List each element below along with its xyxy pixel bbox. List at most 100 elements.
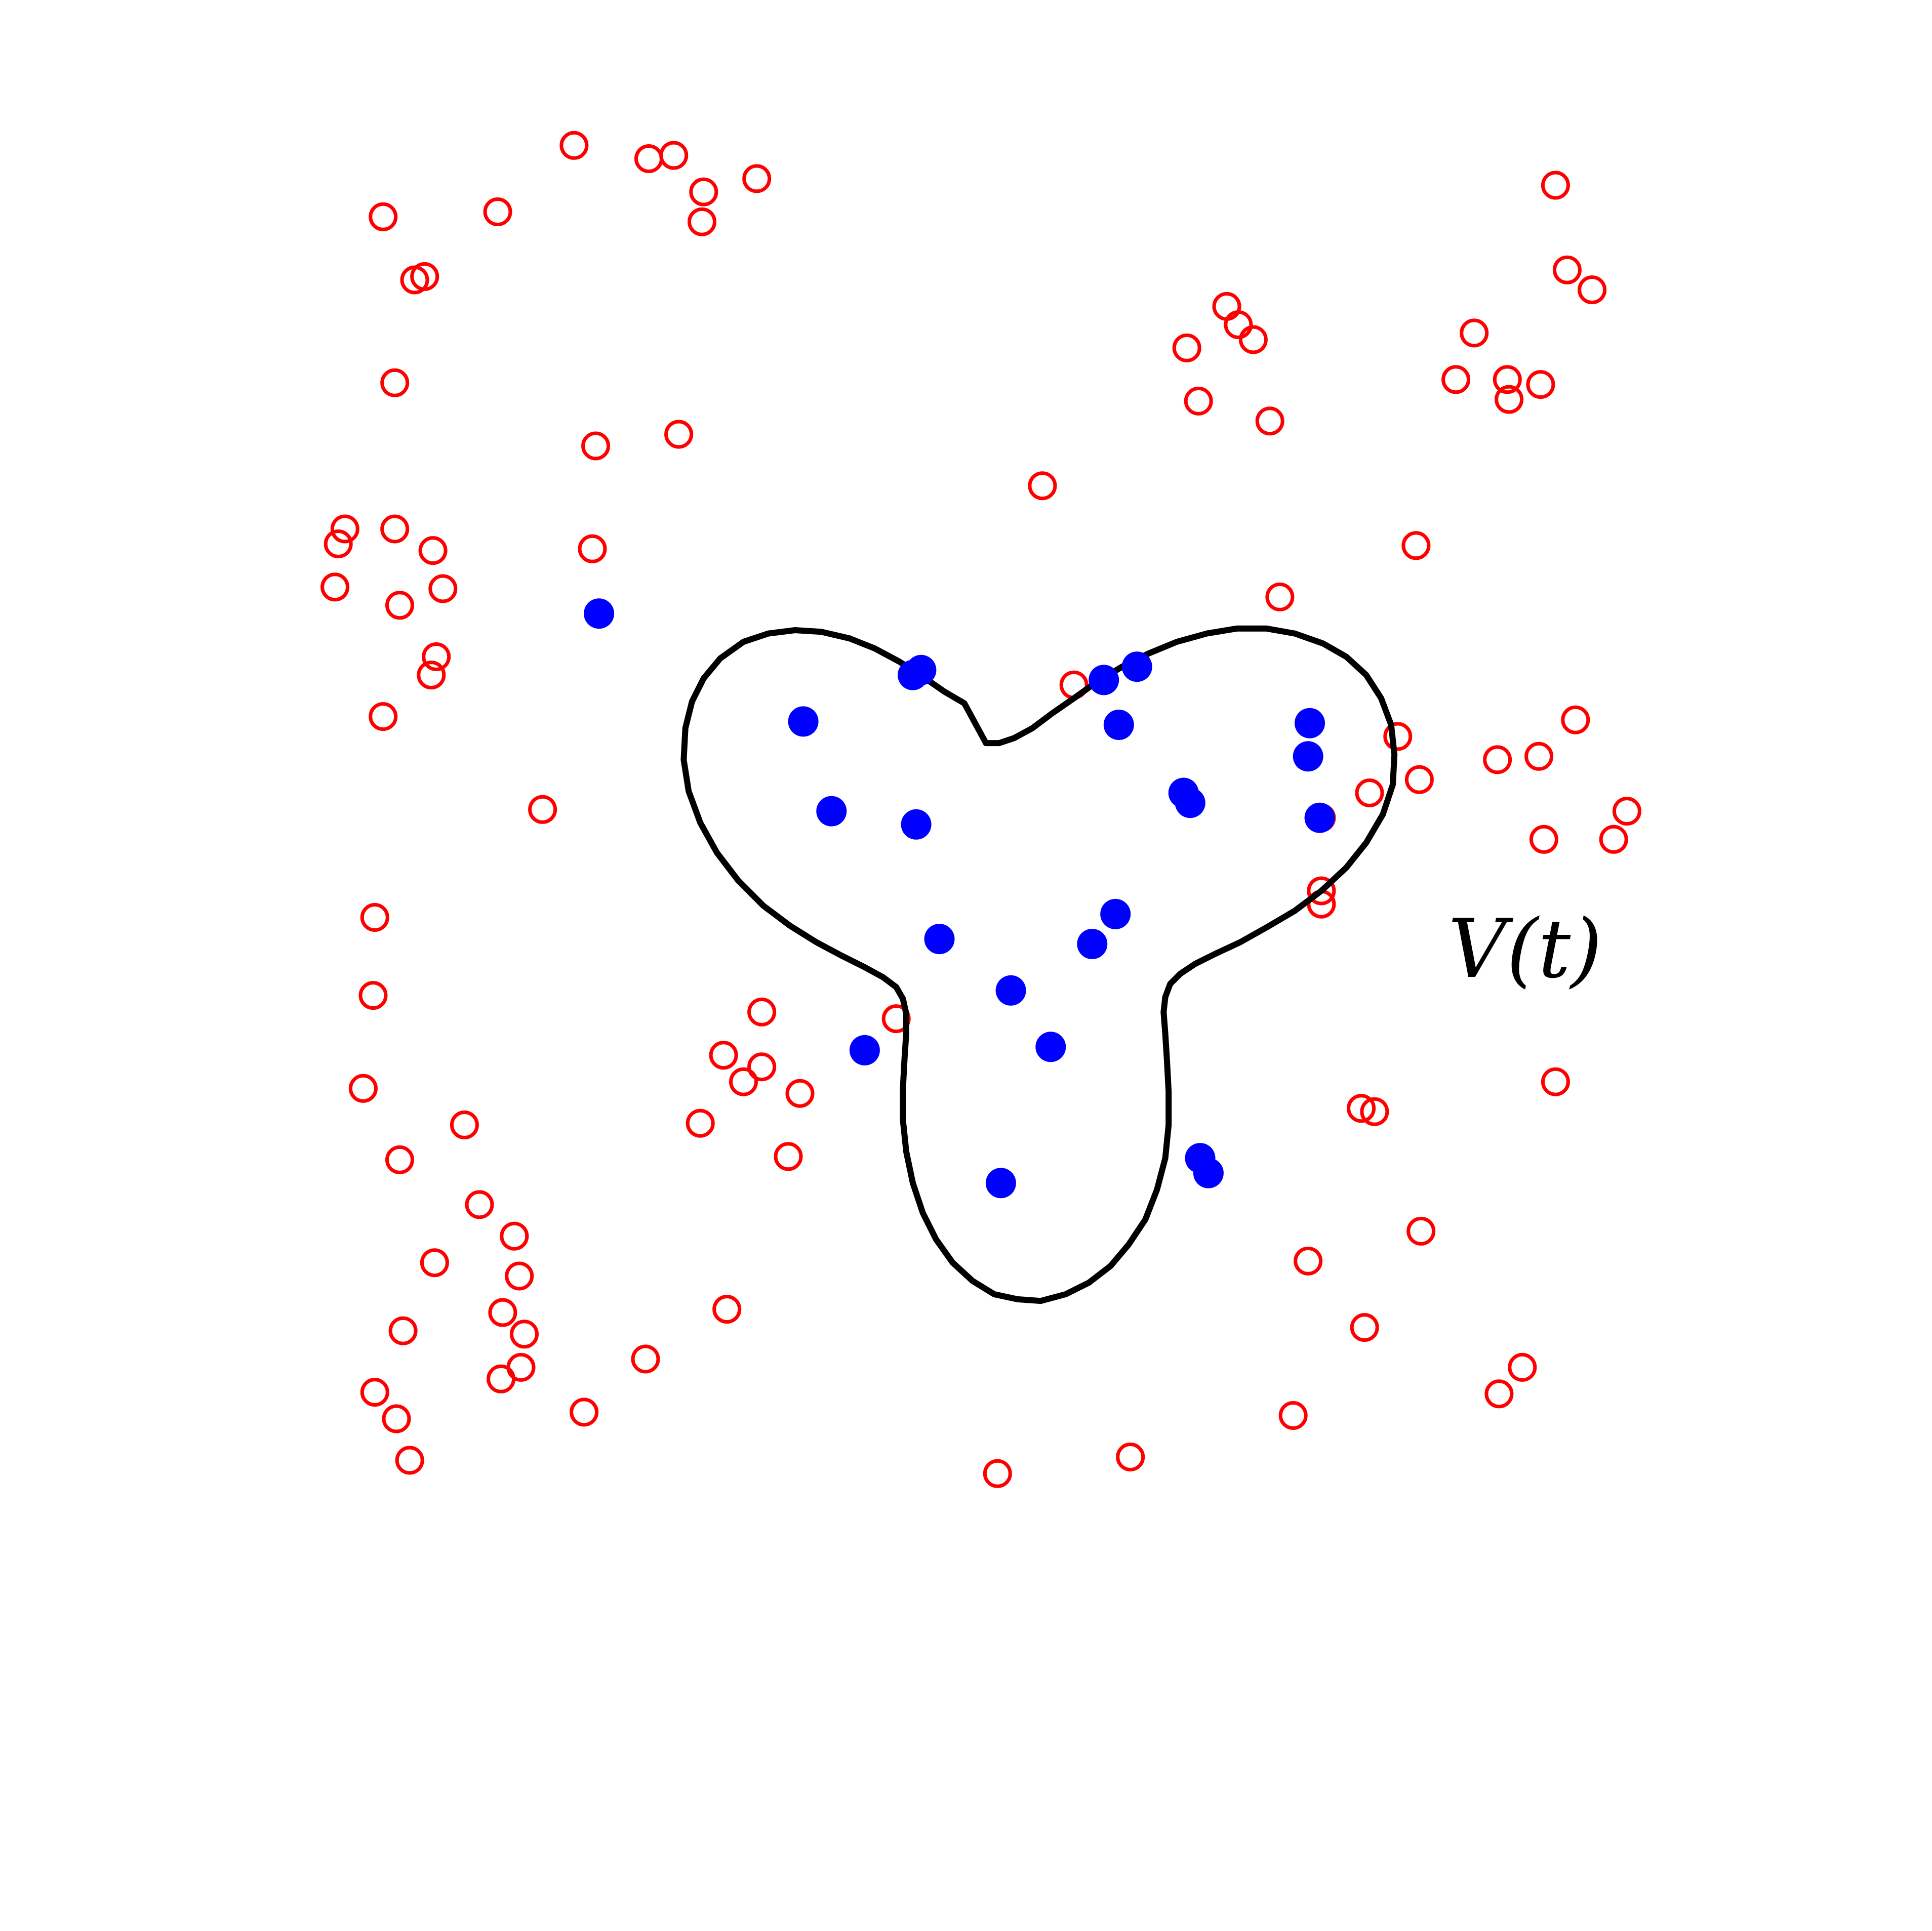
outside-point <box>1483 745 1512 774</box>
outside-point <box>578 534 607 563</box>
outside-point <box>785 1079 815 1108</box>
region-boundary <box>680 625 1398 1304</box>
outside-point <box>559 131 589 160</box>
inside-point <box>924 924 955 955</box>
outside-point <box>774 1142 803 1171</box>
outside-point <box>1526 370 1555 399</box>
inside-point <box>995 975 1026 1006</box>
outside-point <box>659 141 689 170</box>
outside-point <box>1028 471 1057 501</box>
outside-point <box>380 368 410 397</box>
inside-point <box>1168 777 1199 808</box>
outside-point <box>1255 406 1284 436</box>
outside-point <box>320 572 350 602</box>
inside-point <box>788 706 819 737</box>
outside-point <box>488 1298 517 1327</box>
outside-point <box>510 1320 539 1349</box>
outside-point <box>358 981 388 1010</box>
outside-point <box>505 1261 534 1291</box>
outside-point <box>1524 742 1554 771</box>
outside-point <box>747 997 777 1026</box>
outside-point <box>1347 1094 1376 1123</box>
outside-point <box>1116 1443 1145 1471</box>
outside-point <box>581 431 611 461</box>
outside-point <box>385 591 414 620</box>
inside-point <box>1295 708 1325 738</box>
outside-point <box>1404 765 1434 794</box>
inside-point <box>1193 1158 1224 1188</box>
inside-point <box>1100 898 1131 929</box>
outside-point <box>324 529 353 558</box>
outside-point <box>1350 1313 1379 1342</box>
outside-point <box>1278 1401 1308 1430</box>
outside-point <box>1612 797 1641 826</box>
outside-point <box>1383 722 1413 751</box>
outside-point <box>1294 1246 1323 1276</box>
inside-point <box>1304 802 1335 833</box>
outside-point <box>388 1316 418 1345</box>
inside-point <box>584 598 615 629</box>
outside-point <box>1495 385 1524 414</box>
outside-point <box>1561 705 1590 734</box>
inside-points <box>584 598 1335 1199</box>
outside-point <box>688 207 716 236</box>
outside-point <box>483 197 512 226</box>
inside-point <box>1077 929 1108 959</box>
outside-point <box>1460 318 1489 348</box>
outside-point <box>1265 582 1295 611</box>
inside-point <box>906 654 937 685</box>
outside-point <box>506 1352 536 1382</box>
outside-point <box>382 1404 411 1433</box>
outside-point <box>500 1221 529 1251</box>
outside-point <box>395 1446 424 1475</box>
outside-point <box>360 1378 389 1407</box>
inside-point <box>816 796 847 827</box>
outside-point <box>465 1190 494 1219</box>
outside-point <box>1307 876 1336 906</box>
inside-point <box>985 1168 1016 1199</box>
outside-point <box>1184 386 1213 416</box>
inside-point <box>1089 665 1119 695</box>
outside-point <box>742 164 772 193</box>
outside-point <box>528 795 557 824</box>
outside-point <box>983 1459 1012 1488</box>
outside-point <box>747 1052 777 1082</box>
outside-point <box>1406 1216 1436 1246</box>
outside-point <box>1508 1352 1537 1382</box>
outside-point <box>348 1074 378 1103</box>
outside-point <box>428 574 458 603</box>
outside-point <box>1541 171 1570 200</box>
inside-point <box>1035 1032 1066 1062</box>
outside-points <box>320 131 1641 1488</box>
region-label: V(t) <box>1448 901 1602 996</box>
outside-point <box>369 202 398 231</box>
outside-point <box>330 514 359 544</box>
outside-point <box>418 536 448 565</box>
outside-point <box>410 262 439 291</box>
outside-point <box>570 1398 599 1427</box>
inside-point <box>901 809 932 840</box>
outside-point <box>422 642 451 671</box>
outside-point <box>417 661 446 690</box>
outside-point <box>1360 1097 1389 1126</box>
outside-point <box>689 177 718 207</box>
outside-point <box>729 1067 758 1096</box>
outside-point <box>686 1108 715 1138</box>
inside-point <box>1121 651 1152 682</box>
outside-point <box>1212 292 1241 321</box>
outside-point <box>1441 365 1471 394</box>
outside-point <box>369 702 398 731</box>
outside-point <box>1578 275 1607 305</box>
outside-point <box>450 1111 479 1139</box>
outside-point <box>712 1295 742 1324</box>
outside-point <box>1401 531 1431 560</box>
outside-point <box>1238 325 1268 354</box>
outside-point <box>1541 1067 1570 1096</box>
outside-point <box>420 1248 449 1278</box>
inside-point <box>849 1035 880 1065</box>
outside-point <box>1552 255 1582 284</box>
outside-point <box>1493 365 1522 394</box>
outside-point <box>1529 825 1558 854</box>
